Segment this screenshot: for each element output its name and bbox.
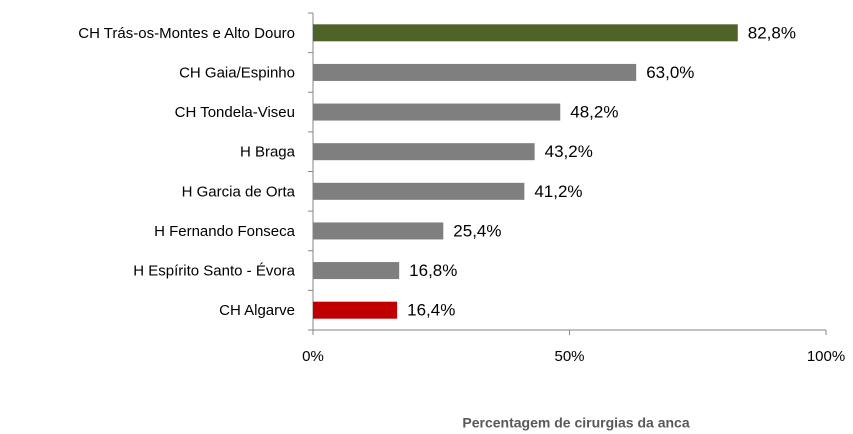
y-tick-label: CH Algarve <box>219 302 295 319</box>
y-tick-label: H Braga <box>240 144 296 161</box>
y-tick-label: CH Tondela-Viseu <box>175 104 295 121</box>
y-tick-label: H Garcia de Orta <box>182 183 296 200</box>
y-tick-label: CH Trás-os-Montes e Alto Douro <box>78 25 295 42</box>
bar <box>313 63 637 81</box>
bar <box>313 143 535 161</box>
x-axis-title: Percentagem de cirurgias da anca <box>462 415 689 431</box>
value-label: 43,2% <box>545 142 593 161</box>
bar <box>313 222 444 240</box>
bar <box>313 24 738 42</box>
value-label: 63,0% <box>646 63 694 82</box>
y-tick-label: H Fernando Fonseca <box>154 223 296 240</box>
value-label: 82,8% <box>748 23 796 42</box>
bar <box>313 182 525 200</box>
y-tick-label: H Espírito Santo - Évora <box>133 263 295 280</box>
y-tick-label: CH Gaia/Espinho <box>179 64 295 81</box>
value-label: 25,4% <box>453 221 501 240</box>
value-label: 48,2% <box>570 103 618 122</box>
bar <box>313 103 561 121</box>
bar <box>313 262 400 280</box>
x-tick-label: 100% <box>807 348 845 365</box>
value-label: 16,8% <box>409 261 457 280</box>
value-label: 16,4% <box>407 301 455 320</box>
bar <box>313 301 398 319</box>
x-tick-label: 0% <box>302 348 324 365</box>
value-label: 41,2% <box>534 182 582 201</box>
x-tick-label: 50% <box>554 348 584 365</box>
